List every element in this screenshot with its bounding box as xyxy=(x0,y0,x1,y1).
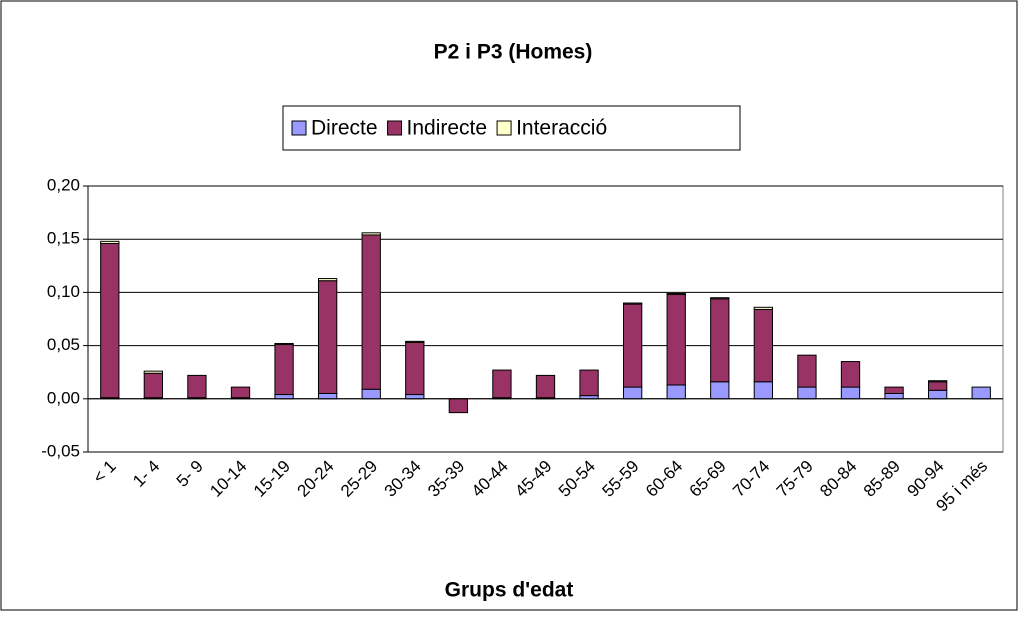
y-tick-label: 0,15 xyxy=(47,229,80,248)
legend-swatch xyxy=(496,120,512,136)
bar-segment xyxy=(927,380,948,383)
bar-segment xyxy=(535,374,556,399)
bar-segment xyxy=(927,381,948,391)
bar-segment xyxy=(884,392,904,400)
legend-swatch xyxy=(387,120,403,136)
bar-segment xyxy=(622,302,643,305)
bar-segment xyxy=(666,294,686,386)
bar-segment xyxy=(100,242,120,399)
bar-segment xyxy=(317,278,338,282)
bar-segment xyxy=(405,340,425,343)
bar-segment xyxy=(361,234,381,390)
bar-segment xyxy=(710,381,730,400)
bar-segment xyxy=(753,308,774,383)
legend-label: Interacció xyxy=(516,117,607,140)
bar-segment xyxy=(143,370,164,374)
bar-segment xyxy=(927,389,948,400)
bar-segment xyxy=(884,386,904,394)
bar-segment xyxy=(274,342,294,346)
bar-segment xyxy=(971,386,991,400)
bar-segment xyxy=(317,392,338,400)
bar-segment xyxy=(710,297,730,300)
bar-segment xyxy=(143,372,164,399)
bar-segment xyxy=(405,394,425,400)
bar-segment xyxy=(448,398,469,414)
bar-segment xyxy=(622,386,643,400)
y-tick-label: 0,00 xyxy=(47,388,80,407)
bar-segment xyxy=(274,394,294,400)
bar-segment xyxy=(317,280,338,394)
y-tick-label: -0,05 xyxy=(41,441,80,460)
y-tick-label: 0,05 xyxy=(47,335,80,354)
bar-segment xyxy=(187,374,207,399)
legend-label: Directe xyxy=(311,117,378,140)
bar-segment xyxy=(492,369,512,399)
legend-swatch xyxy=(291,120,307,136)
bar-segment xyxy=(666,384,686,400)
bar-segment xyxy=(666,292,686,296)
bar-segment xyxy=(753,306,774,310)
bar-segment xyxy=(753,381,774,400)
y-tick-label: 0,10 xyxy=(47,282,80,301)
bar-segment xyxy=(710,298,730,383)
chart-title: P2 i P3 (Homes) xyxy=(434,41,593,64)
bar-segment xyxy=(840,361,861,388)
bar-segment xyxy=(840,386,861,400)
bar-segment xyxy=(361,388,381,400)
legend-label: Indirecte xyxy=(407,117,488,140)
bar-segment xyxy=(579,369,599,397)
x-axis-title: Grups d'edat xyxy=(445,579,574,602)
bar-segment xyxy=(100,240,120,244)
bar-segment xyxy=(274,344,294,396)
plot-area xyxy=(87,185,1004,453)
y-tick-label: 0,20 xyxy=(47,175,80,194)
bar-segment xyxy=(230,386,251,399)
bar-segment xyxy=(797,386,817,400)
bar-segment xyxy=(361,232,381,236)
bar-segment xyxy=(405,341,425,396)
bar-segment xyxy=(797,354,817,388)
bar-segment xyxy=(622,303,643,388)
